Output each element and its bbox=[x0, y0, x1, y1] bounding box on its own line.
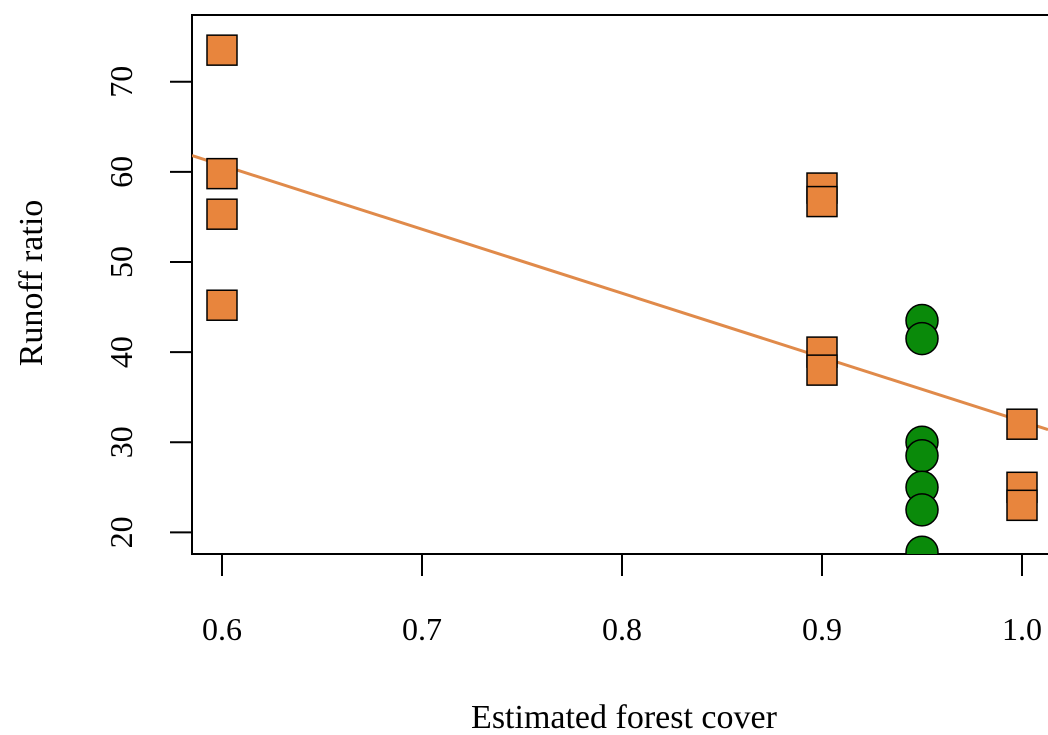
data-point-square bbox=[206, 289, 238, 321]
data-point-circle bbox=[905, 439, 939, 473]
y-tick-label: 70 bbox=[103, 66, 139, 98]
y-tick-label: 50 bbox=[103, 246, 139, 278]
x-tick-label: 0.7 bbox=[402, 611, 442, 647]
plot-frame bbox=[191, 14, 1048, 555]
x-tick-label: 0.6 bbox=[202, 611, 242, 647]
x-tick-label: 0.9 bbox=[802, 611, 842, 647]
y-tick-label: 40 bbox=[103, 336, 139, 368]
x-tick-label: 1.0 bbox=[1002, 611, 1042, 647]
data-point-circle bbox=[905, 321, 939, 356]
x-axis-title: Estimated forest cover bbox=[471, 699, 778, 735]
y-axis-title: Runoff ratio bbox=[13, 200, 50, 367]
x-axis: 0.6 0.7 0.8 0.9 1.0 bbox=[202, 554, 1042, 647]
data-point-circle bbox=[905, 535, 939, 554]
data-point-square bbox=[206, 198, 238, 230]
trend-line bbox=[192, 154, 1048, 432]
data-point-square bbox=[206, 157, 238, 190]
data-layer bbox=[192, 34, 1048, 554]
data-point-circle bbox=[905, 493, 939, 527]
data-point-square bbox=[1006, 489, 1038, 522]
y-axis: 20 30 40 50 60 70 bbox=[103, 66, 192, 548]
data-point-square bbox=[806, 354, 838, 386]
x-tick-label: 0.8 bbox=[602, 611, 642, 647]
data-point-square bbox=[1006, 408, 1038, 440]
y-tick-label: 20 bbox=[103, 516, 139, 548]
y-tick-label: 60 bbox=[103, 156, 139, 188]
data-point-square bbox=[806, 185, 838, 218]
y-tick-label: 30 bbox=[103, 426, 139, 458]
data-point-square bbox=[206, 34, 238, 66]
